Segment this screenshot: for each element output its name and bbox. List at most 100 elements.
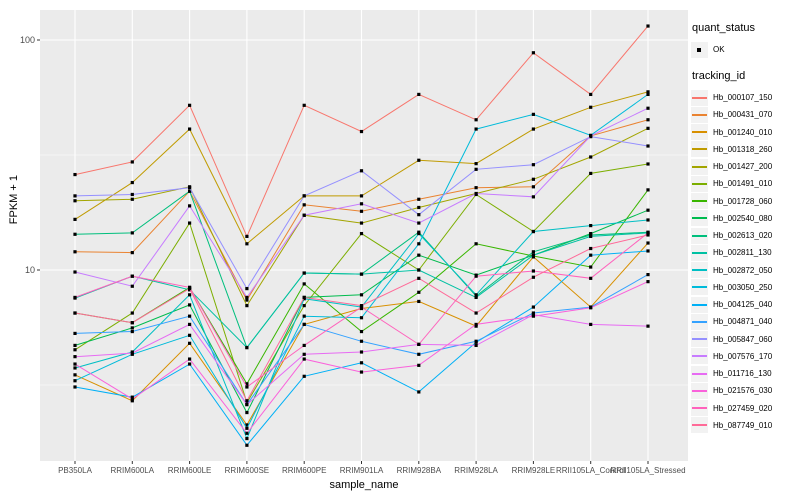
data-point <box>302 304 306 308</box>
data-point <box>302 314 306 318</box>
data-point <box>73 348 77 352</box>
data-point <box>130 251 134 255</box>
data-point <box>245 410 249 415</box>
legend-item-Hb_002540_080: Hb_002540_080 <box>691 210 799 227</box>
legend-item-label: Hb_001491_010 <box>713 179 773 189</box>
data-point <box>302 374 306 378</box>
legend-item-Hb_001728_060: Hb_001728_060 <box>691 193 799 210</box>
data-point <box>73 199 77 203</box>
series-Hb_021576_030 <box>73 280 650 435</box>
data-point <box>73 295 77 300</box>
data-point <box>188 303 192 307</box>
data-point <box>417 290 421 294</box>
axis-tick-labels: PB350LA RRIM600LA RRIM600LE RRIM600SE RRIM60… <box>20 35 686 475</box>
data-point <box>73 270 77 274</box>
data-point <box>589 234 593 238</box>
quant-status-legend-title: quant_status <box>692 22 755 34</box>
data-point <box>646 272 650 277</box>
data-point <box>531 269 535 273</box>
data-point <box>531 163 535 167</box>
data-point <box>188 341 192 345</box>
data-point <box>359 304 364 308</box>
series-color-swatch <box>691 158 708 175</box>
data-point <box>474 295 478 300</box>
data-point <box>245 401 249 405</box>
data-point <box>474 191 478 196</box>
data-point <box>646 188 650 192</box>
data-point <box>531 314 535 318</box>
data-point <box>130 274 134 278</box>
data-point <box>531 250 535 254</box>
data-point <box>474 118 478 122</box>
series-line-icon <box>692 131 707 133</box>
data-point <box>417 92 421 97</box>
series-line-icon <box>692 269 707 271</box>
data-point <box>188 221 192 225</box>
y-tick-label: 100 <box>20 35 35 45</box>
data-point <box>646 231 650 235</box>
legend-item-Hb_005847_060: Hb_005847_060 <box>691 331 799 348</box>
data-point <box>302 295 306 300</box>
series-Hb_007576_170 <box>73 106 650 300</box>
data-point <box>474 343 478 348</box>
data-point <box>417 253 421 257</box>
legend-item-label: Hb_021576_030 <box>713 386 773 396</box>
legend-item-label: Hb_007576_170 <box>713 351 773 361</box>
series-color-swatch <box>691 262 708 278</box>
series-color-swatch <box>691 313 708 330</box>
data-point <box>245 436 249 441</box>
data-point <box>130 399 134 403</box>
data-point <box>245 431 249 435</box>
legend-item-label: Hb_002613_020 <box>713 231 773 240</box>
series-line-icon <box>692 372 707 375</box>
data-point <box>646 218 650 222</box>
data-point <box>646 249 650 253</box>
data-point <box>73 379 77 383</box>
data-point <box>73 373 77 377</box>
data-point <box>589 322 593 327</box>
legend-item-label: Hb_005847_060 <box>713 334 773 344</box>
x-tick-label: RRIM928BA <box>397 466 442 475</box>
series-line-icon <box>692 148 707 151</box>
series-color-swatch <box>691 227 708 244</box>
data-point <box>359 169 364 173</box>
series-line-icon <box>692 200 707 202</box>
series-color-swatch <box>691 400 708 416</box>
legend-item-label: Hb_003050_250 <box>713 282 773 292</box>
series-color-swatch <box>691 296 708 313</box>
series-Hb_087749_010 <box>73 233 650 403</box>
data-point <box>417 390 421 394</box>
series-Hb_003050_250 <box>73 92 650 430</box>
x-tick-label: RRII105LA_Control <box>556 466 626 475</box>
series-line-icon <box>692 286 707 289</box>
x-tick-label: RRII105LA_Stressed <box>610 466 685 475</box>
data-point <box>474 127 478 131</box>
series-color-swatch <box>691 365 708 382</box>
series-color-swatch <box>691 210 708 227</box>
series-line-icon <box>692 407 707 409</box>
tracking-id-legend: tracking_id Hb_000107_150 Hb_000431_070 Hb… <box>691 70 799 434</box>
legend-item-label: Hb_000431_070 <box>713 110 773 120</box>
series-line-icon <box>692 234 707 237</box>
data-point <box>130 311 134 315</box>
data-point <box>474 162 478 166</box>
square-point-icon <box>697 47 701 52</box>
legend-item-label: Hb_001240_010 <box>713 127 773 137</box>
data-point <box>245 443 249 447</box>
legend-item-Hb_001318_260: Hb_001318_260 <box>691 141 799 158</box>
data-point <box>417 363 421 367</box>
legend-item-label: OK <box>713 45 725 54</box>
data-point <box>245 298 249 302</box>
data-point <box>474 167 478 171</box>
y-tick-label: 10 <box>25 265 35 275</box>
series-line-icon <box>692 182 707 185</box>
legend-item-Hb_021576_030: Hb_021576_030 <box>691 382 799 399</box>
y-axis-title: FPKM + 1 <box>8 175 20 225</box>
series-Hb_004125_040 <box>73 249 650 447</box>
data-point <box>589 276 593 280</box>
data-point <box>73 217 77 221</box>
data-point <box>589 155 593 159</box>
data-point <box>130 329 134 334</box>
data-point <box>359 316 364 320</box>
legend-item-label: Hb_002872_050 <box>713 265 773 275</box>
